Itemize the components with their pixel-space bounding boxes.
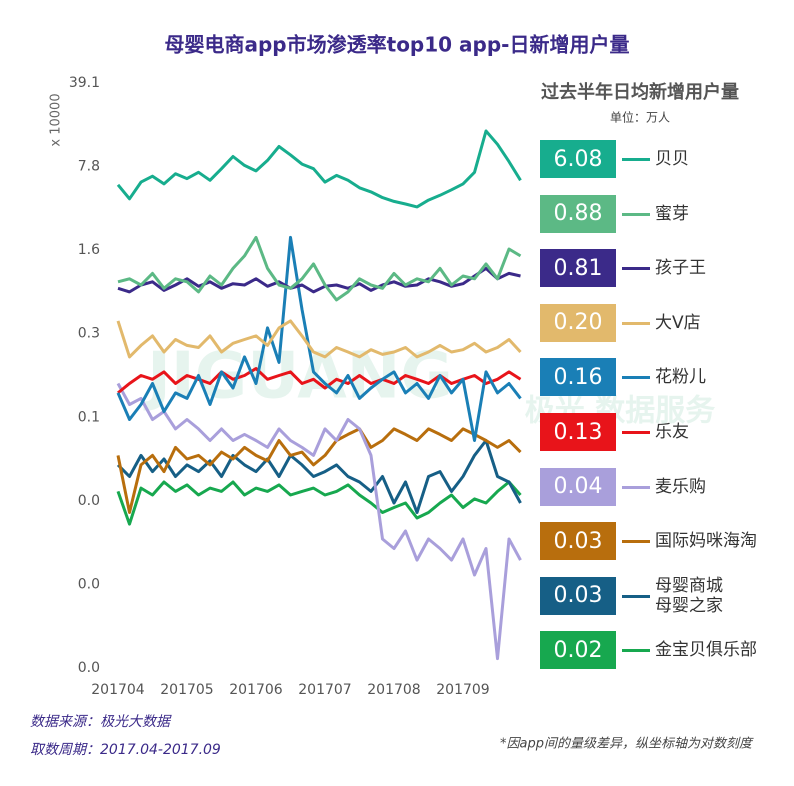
legend-swatch: [622, 540, 650, 544]
legend-swatch: [622, 212, 650, 216]
y-tick-label: 39.1: [69, 75, 100, 91]
y-tick-label: 0.0: [78, 493, 100, 509]
legend-value-label: 0.03: [553, 528, 603, 554]
line: [116, 439, 522, 514]
line: [116, 382, 522, 661]
legend-entry: 国际妈咪海淘: [655, 531, 757, 552]
legend-value-label: 0.13: [553, 419, 603, 445]
legend-value-label: 0.03: [553, 583, 603, 609]
legend-value-label: 0.16: [553, 364, 603, 390]
legend-value: 0.04: [540, 467, 616, 506]
legend-swatch: [622, 649, 650, 653]
legend-entry: 乐友: [655, 422, 689, 442]
legend-value: 0.02: [540, 631, 616, 670]
source: 数据来源：极光大数据: [30, 714, 172, 730]
legend-swatch: [622, 485, 650, 489]
legend-value-label: 0.81: [553, 255, 603, 281]
chart-title: 母婴电商app市场渗透率top10 app-日新增用户量: [165, 33, 630, 57]
legend-value: 0.88: [540, 194, 616, 233]
legend-entry: 金宝贝俱乐部: [655, 640, 757, 661]
legend-entry: 孩子王: [655, 258, 706, 279]
legend-value-label: 0.88: [553, 201, 603, 227]
legend-subtitle: 单位：万人: [610, 110, 670, 125]
legend-value: 0.16: [540, 358, 616, 397]
y-tick-label: 0.3: [78, 326, 100, 342]
line: [116, 129, 522, 209]
x-tick-label: 201708: [367, 682, 420, 698]
y-tick-label: 0.0: [78, 660, 100, 676]
legend-swatch: [622, 594, 650, 598]
legend-value: 0.13: [540, 413, 616, 451]
x-tick-label: 201706: [229, 682, 283, 698]
x-tick-label: 201705: [160, 682, 213, 698]
legend-swatch: [622, 376, 650, 380]
legend-entry: 母婴商城 母婴之家: [655, 575, 723, 616]
x-tick-label: 201707: [298, 682, 351, 698]
legend-value: 6.08: [540, 140, 616, 178]
legend-entry: 花粉儿: [655, 367, 706, 388]
legend-value-label: 6.08: [553, 146, 603, 172]
line: [116, 427, 522, 514]
line: [117, 235, 522, 302]
legend-swatch: [622, 267, 650, 271]
legend-entry: 大V店: [655, 312, 701, 333]
legend-title: 过去半年日均新增用户量: [541, 81, 739, 103]
y-axis-label: x 10000: [49, 93, 64, 146]
legend-value: 0.03: [540, 576, 616, 615]
line: [116, 235, 522, 442]
x-tick-label: 201704: [91, 682, 145, 698]
legend-value-label: 0.02: [553, 637, 603, 663]
legend-value: 0.03: [540, 522, 616, 561]
legend-value-label: 0.04: [553, 474, 603, 500]
legend-entry: 贝贝: [655, 149, 689, 169]
y-tick-label: 1.6: [78, 242, 100, 258]
line: [117, 367, 522, 395]
legend-value-label: 0.20: [553, 310, 603, 336]
legend-entry: 蜜芽: [655, 203, 689, 224]
x-tick-label: 201709: [436, 682, 489, 698]
line: [116, 480, 522, 526]
legend-entry: 麦乐购: [655, 476, 706, 497]
period: 取数周期：2017.04-2017.09: [30, 742, 221, 758]
legend-value: 0.81: [540, 249, 616, 288]
legend-swatch: [622, 431, 650, 434]
line: [116, 319, 522, 359]
note: *因app间的量级差异，纵坐标轴为对数刻度: [500, 737, 754, 752]
y-tick-label: 0.0: [78, 576, 100, 592]
y-tick-label: 7.8: [78, 159, 100, 175]
legend-value: 0.20: [540, 303, 616, 342]
legend-swatch: [622, 321, 650, 325]
legend-swatch: [622, 158, 650, 161]
y-tick-label: 0.1: [78, 409, 100, 425]
